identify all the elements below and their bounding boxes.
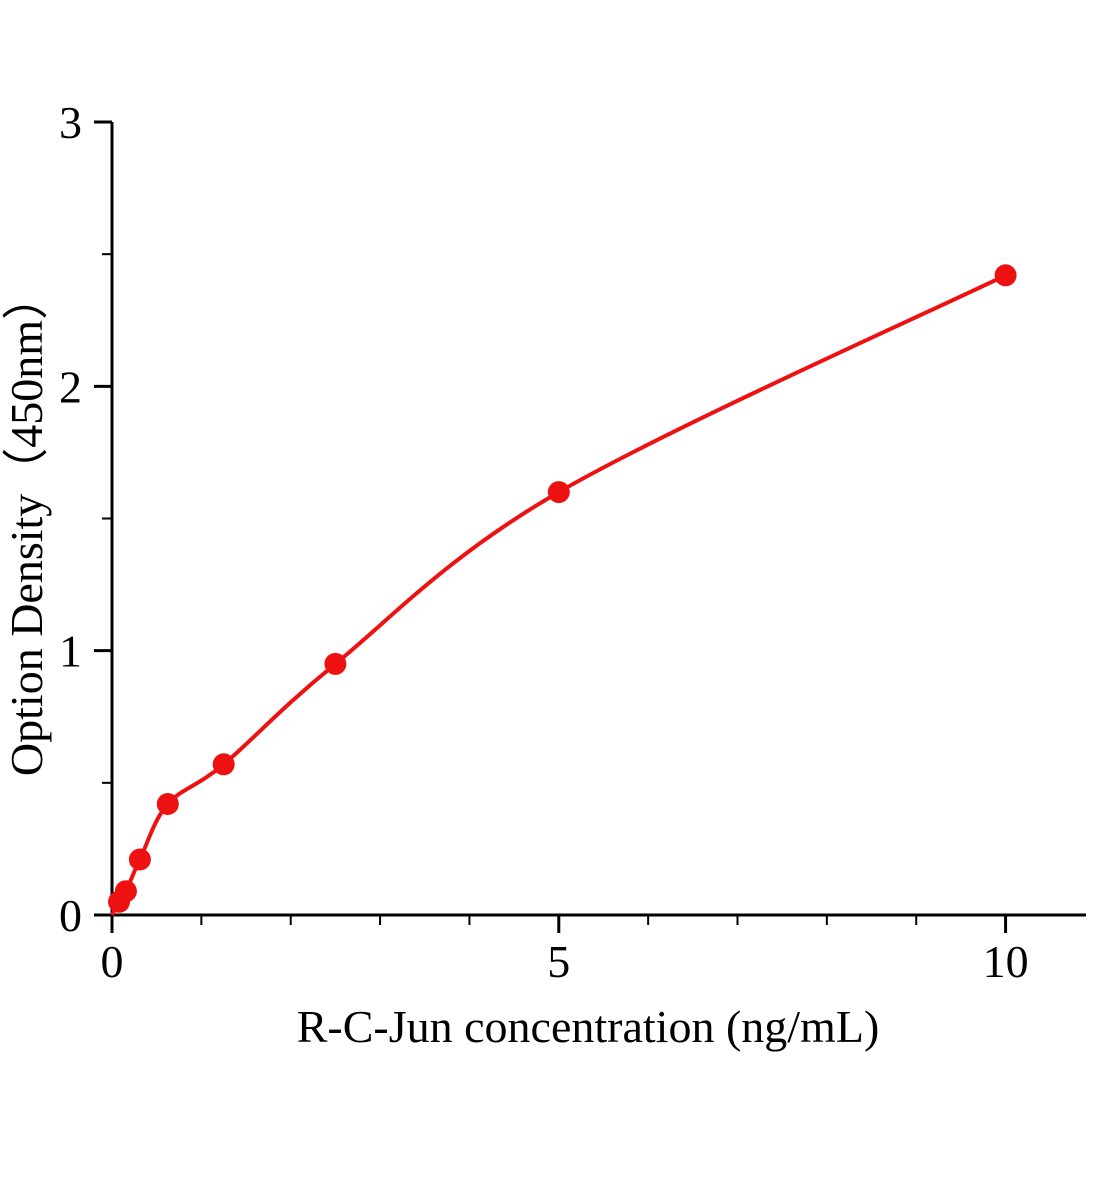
y-tick-label: 3 bbox=[59, 97, 82, 148]
y-tick-label: 2 bbox=[59, 361, 82, 412]
y-tick-label: 1 bbox=[59, 626, 82, 677]
data-point bbox=[324, 652, 347, 675]
x-tick-label: 5 bbox=[547, 936, 570, 987]
data-point bbox=[547, 481, 570, 504]
x-tick-label: 10 bbox=[983, 936, 1029, 987]
data-point bbox=[156, 793, 179, 815]
x-tick-label: 0 bbox=[101, 936, 124, 987]
plot-area: 0 5 10 0 1 2 3 bbox=[59, 97, 1086, 987]
data-point bbox=[994, 264, 1017, 287]
data-point bbox=[212, 753, 235, 776]
x-axis-title: R-C-Jun concentration (ng/mL) bbox=[297, 1001, 880, 1052]
fit-curve bbox=[110, 273, 1007, 916]
data-point bbox=[114, 880, 137, 903]
data-point bbox=[128, 848, 151, 871]
y-tick-label: 0 bbox=[59, 890, 82, 941]
y-axis-title: Option Density（450nm） bbox=[1, 274, 52, 776]
